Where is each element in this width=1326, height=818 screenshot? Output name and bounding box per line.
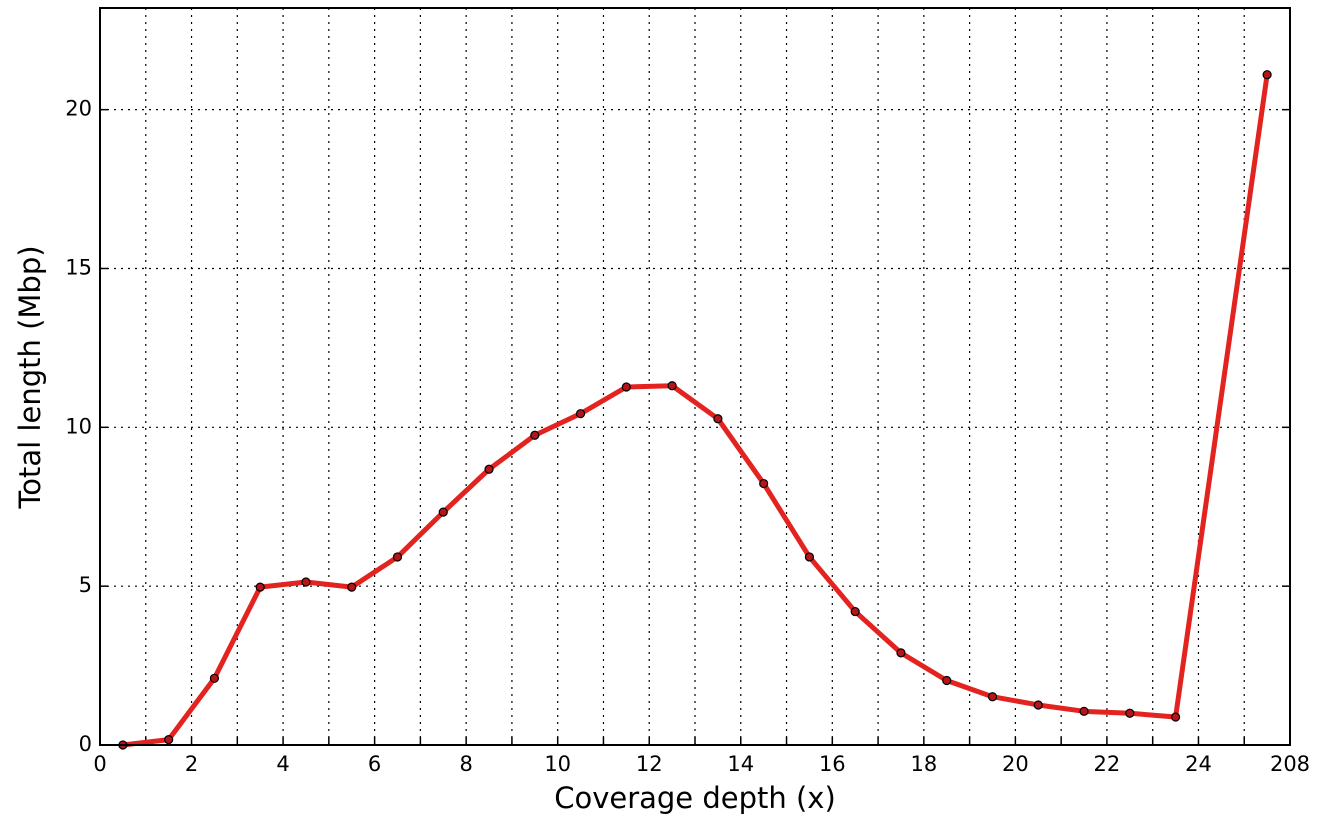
x-tick-label: 0 — [93, 752, 106, 776]
x-tick-label: 208 — [1270, 752, 1310, 776]
data-point — [392, 552, 403, 562]
data-point — [255, 582, 265, 592]
data-point — [987, 692, 998, 702]
plot-frame — [99, 7, 1291, 746]
y-tick-label: 0 — [79, 732, 92, 756]
y-tick-label: 20 — [65, 97, 92, 121]
data-point — [209, 673, 220, 683]
y-tick-label: 5 — [79, 573, 92, 597]
x-tick-label: 14 — [727, 752, 754, 776]
data-point — [1262, 70, 1272, 80]
x-axis-label: Coverage depth (x) — [554, 781, 836, 815]
data-point — [438, 507, 448, 517]
data-point — [759, 478, 769, 489]
data-point — [667, 381, 677, 391]
data-point — [1170, 712, 1181, 722]
x-tick-label: 2 — [185, 752, 198, 776]
x-tick-label: 10 — [544, 752, 571, 776]
data-point — [713, 414, 723, 424]
data-point — [942, 675, 952, 686]
x-tick-label: 16 — [819, 752, 846, 776]
data-point — [1125, 708, 1135, 718]
x-tick-label: 22 — [1094, 752, 1121, 776]
y-tick-label: 15 — [65, 255, 92, 279]
data-point — [1033, 700, 1043, 710]
data-point — [484, 464, 494, 474]
data-point — [804, 552, 815, 562]
data-line — [122, 74, 1270, 748]
data-point — [896, 648, 906, 658]
data-point — [850, 606, 860, 617]
data-point — [347, 582, 357, 592]
x-tick-label: 6 — [368, 752, 381, 776]
x-tick-label: 18 — [910, 752, 937, 776]
data-point — [575, 409, 586, 419]
data-point — [301, 577, 311, 587]
data-point — [530, 430, 540, 440]
x-tick-label: 8 — [459, 752, 472, 776]
x-tick-label: 12 — [636, 752, 663, 776]
data-point — [621, 382, 631, 392]
y-tick-label: 10 — [65, 414, 92, 438]
data-point — [1079, 706, 1089, 716]
x-tick-label: 20 — [1002, 752, 1029, 776]
x-tick-label: 4 — [276, 752, 289, 776]
data-point — [164, 734, 174, 745]
y-axis-label: Total length (Mbp) — [13, 245, 47, 509]
x-tick-label: 24 — [1185, 752, 1212, 776]
